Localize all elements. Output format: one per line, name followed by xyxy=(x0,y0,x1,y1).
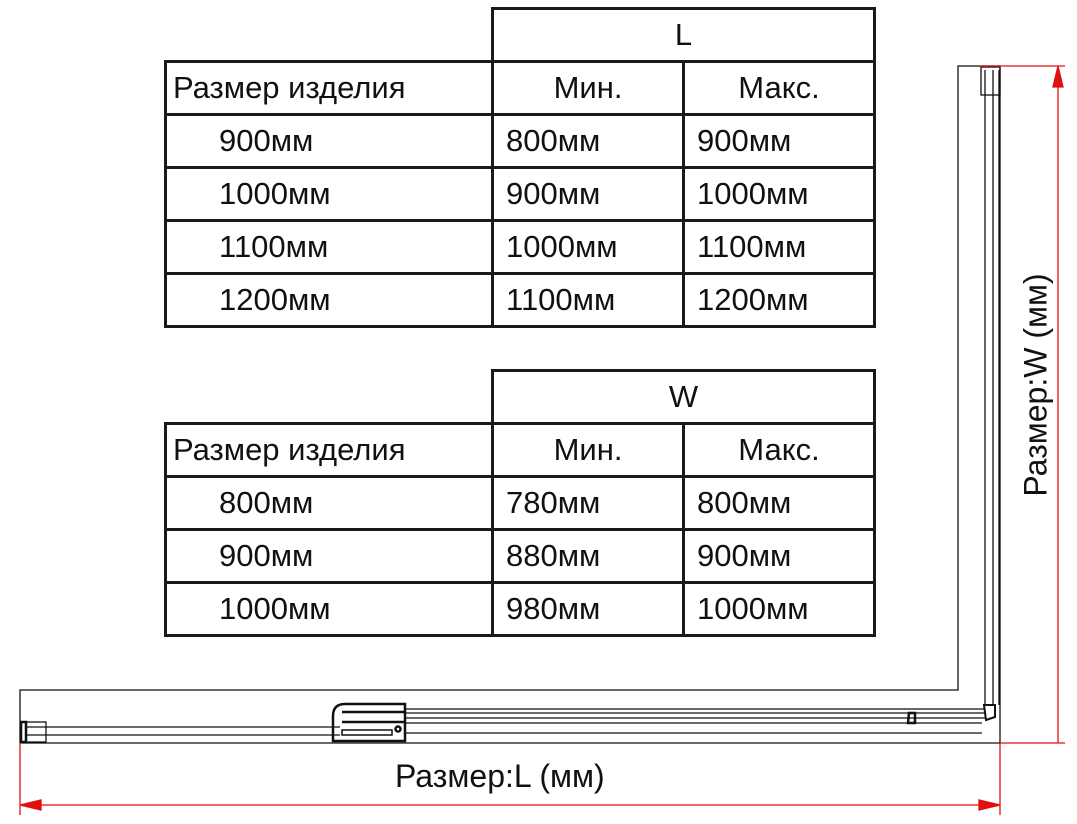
dimension-lines xyxy=(19,65,1065,815)
enclosure-outline xyxy=(19,65,1001,744)
cell-size: 900мм xyxy=(164,113,494,169)
cell-min: 980мм xyxy=(491,581,685,637)
length-size-table: L Размер изделия Мин. Макс. 900мм 800мм 90… xyxy=(164,7,876,328)
table-row: 900мм 800мм 900мм xyxy=(164,113,876,169)
table-row: 800мм 780мм 800мм xyxy=(164,475,876,531)
cell-size: 800мм xyxy=(164,475,494,531)
cell-size: 1200мм xyxy=(164,272,494,328)
cell-min: 900мм xyxy=(491,166,685,222)
arrow-left-icon xyxy=(19,799,42,811)
cell-max: 1200мм xyxy=(682,272,876,328)
cell-size: 900мм xyxy=(164,528,494,584)
dimension-label-w: W xyxy=(491,369,876,425)
column-header-max: Макс. xyxy=(682,422,876,478)
table-header-row: L xyxy=(165,7,876,63)
side-glass-panel xyxy=(980,66,1001,722)
fixed-glass-panel xyxy=(19,720,340,744)
column-header-max: Макс. xyxy=(682,60,876,116)
width-dimension-label: Размер:W (мм) xyxy=(1017,273,1054,497)
column-header-min: Мин. xyxy=(491,60,685,116)
cell-max: 1100мм xyxy=(682,219,876,275)
table-row: 1100мм 1000мм 1100мм xyxy=(164,219,876,275)
cell-size: 1000мм xyxy=(164,166,494,222)
door-handle-icon xyxy=(906,711,917,725)
arrow-right-icon xyxy=(978,799,1001,811)
cell-max: 1000мм xyxy=(682,166,876,222)
cell-max: 1000мм xyxy=(682,581,876,637)
table-row: 1000мм 900мм 1000мм xyxy=(164,166,876,222)
cell-min: 1100мм xyxy=(491,272,685,328)
table-row: 1000мм 980мм 1000мм xyxy=(164,581,876,637)
cell-max: 900мм xyxy=(682,113,876,169)
cell-min: 1000мм xyxy=(491,219,685,275)
arrow-up-icon xyxy=(1052,65,1064,88)
cell-min: 780мм xyxy=(491,475,685,531)
cell-min: 880мм xyxy=(491,528,685,584)
roller-bracket-icon xyxy=(331,702,407,743)
cell-max: 900мм xyxy=(682,528,876,584)
table-header-row: Размер изделия Мин. Макс. xyxy=(164,422,876,478)
cell-min: 800мм xyxy=(491,113,685,169)
column-header-product-size: Размер изделия xyxy=(164,60,494,116)
table-header-row: W xyxy=(165,369,876,425)
width-size-table: W Размер изделия Мин. Макс. 800мм 780мм 80… xyxy=(164,369,876,637)
length-dimension-label: Размер:L (мм) xyxy=(395,758,605,794)
table-row: 900мм 880мм 900мм xyxy=(164,528,876,584)
cell-max: 800мм xyxy=(682,475,876,531)
table-row: 1200мм 1100мм 1200мм xyxy=(164,272,876,328)
sliding-door-panel xyxy=(405,708,985,734)
cell-size: 1000мм xyxy=(164,581,494,637)
dimension-label-l: L xyxy=(491,7,876,63)
table-header-row: Размер изделия Мин. Макс. xyxy=(164,60,876,116)
column-header-product-size: Размер изделия xyxy=(164,422,494,478)
column-header-min: Мин. xyxy=(491,422,685,478)
cell-size: 1100мм xyxy=(164,219,494,275)
